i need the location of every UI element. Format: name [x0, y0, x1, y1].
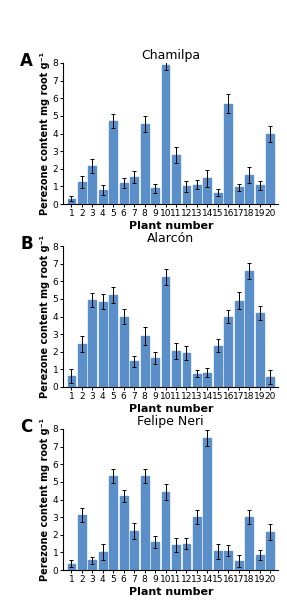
- Bar: [130, 361, 138, 387]
- Bar: [130, 176, 138, 204]
- Bar: [224, 104, 232, 204]
- Bar: [203, 373, 211, 387]
- Bar: [78, 515, 86, 570]
- Bar: [245, 175, 253, 204]
- Y-axis label: Perezone content mg root g⁻¹: Perezone content mg root g⁻¹: [40, 235, 50, 398]
- Bar: [183, 544, 190, 570]
- Bar: [266, 134, 274, 204]
- Bar: [120, 496, 128, 570]
- Bar: [141, 476, 149, 570]
- Title: Felipe Neri: Felipe Neri: [137, 415, 204, 428]
- X-axis label: Plant number: Plant number: [129, 587, 213, 596]
- Bar: [120, 317, 128, 387]
- Bar: [78, 344, 86, 387]
- Bar: [193, 185, 201, 204]
- Y-axis label: Perezone content mg root g⁻¹: Perezone content mg root g⁻¹: [40, 52, 50, 215]
- Bar: [151, 188, 159, 204]
- Bar: [88, 560, 96, 570]
- Bar: [245, 517, 253, 570]
- Bar: [162, 491, 169, 570]
- Bar: [172, 155, 180, 204]
- Bar: [235, 187, 243, 204]
- Bar: [172, 545, 180, 570]
- Bar: [141, 124, 149, 204]
- Bar: [214, 551, 222, 570]
- Bar: [88, 166, 96, 204]
- Bar: [266, 532, 274, 570]
- Bar: [109, 476, 117, 570]
- Bar: [224, 317, 232, 387]
- Y-axis label: Perezone content mg root g⁻¹: Perezone content mg root g⁻¹: [40, 418, 50, 581]
- Bar: [256, 313, 263, 387]
- Bar: [193, 517, 201, 570]
- Bar: [203, 438, 211, 570]
- Title: Alarcón: Alarcón: [147, 232, 194, 245]
- Bar: [256, 185, 263, 204]
- Bar: [99, 190, 107, 204]
- Text: B: B: [20, 235, 33, 253]
- Bar: [130, 531, 138, 570]
- Text: A: A: [20, 52, 33, 70]
- Bar: [214, 193, 222, 204]
- Bar: [67, 564, 75, 570]
- Bar: [109, 121, 117, 204]
- Title: Chamilpa: Chamilpa: [141, 49, 200, 62]
- Text: C: C: [20, 418, 32, 436]
- Bar: [256, 555, 263, 570]
- Bar: [99, 302, 107, 387]
- Bar: [162, 277, 169, 387]
- Bar: [120, 183, 128, 204]
- Bar: [109, 295, 117, 387]
- Bar: [235, 561, 243, 570]
- Bar: [193, 374, 201, 387]
- Bar: [266, 377, 274, 387]
- Bar: [151, 542, 159, 570]
- X-axis label: Plant number: Plant number: [129, 404, 213, 413]
- Bar: [214, 346, 222, 387]
- Bar: [99, 553, 107, 570]
- Bar: [141, 336, 149, 387]
- Bar: [151, 358, 159, 387]
- Bar: [183, 353, 190, 387]
- Bar: [172, 351, 180, 387]
- Bar: [183, 187, 190, 204]
- Bar: [235, 301, 243, 387]
- Bar: [88, 300, 96, 387]
- Bar: [224, 551, 232, 570]
- Bar: [78, 182, 86, 204]
- Bar: [67, 376, 75, 387]
- X-axis label: Plant number: Plant number: [129, 221, 213, 230]
- Bar: [245, 271, 253, 387]
- Bar: [162, 65, 169, 204]
- Bar: [203, 178, 211, 204]
- Bar: [67, 199, 75, 204]
